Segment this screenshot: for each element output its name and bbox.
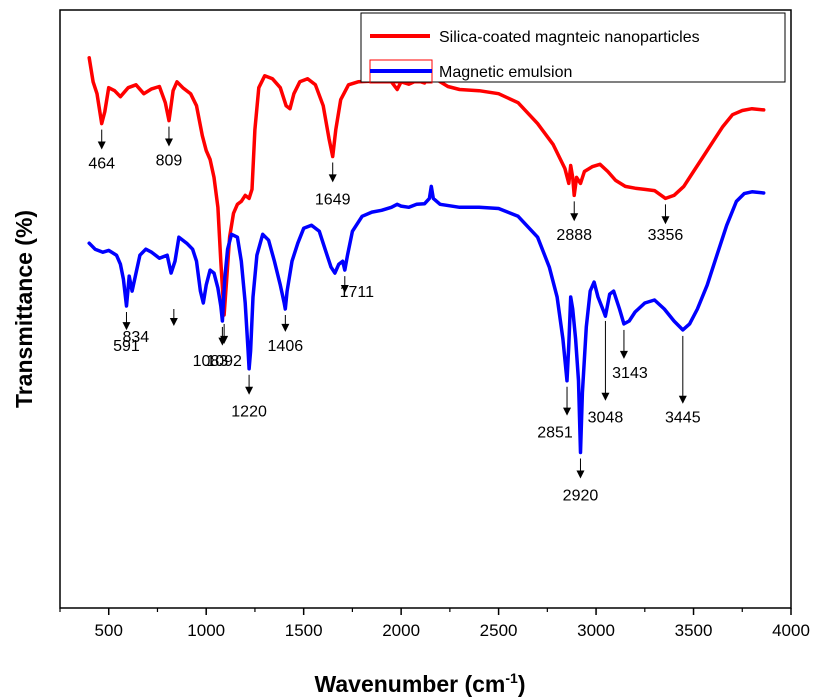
peak-label: 3048 <box>588 410 624 427</box>
peak-arrow-head <box>563 407 572 416</box>
legend: Silica-coated magnteic nanoparticles Mag… <box>360 12 786 84</box>
legend-label-emulsion: Magnetic emulsion <box>439 64 572 81</box>
y-axis-title: Transmittance (%) <box>11 210 37 408</box>
x-tick-label: 2000 <box>382 621 420 640</box>
peak-label: 834 <box>122 329 149 346</box>
peak-arrow-head <box>678 395 687 404</box>
x-tick-label: 1500 <box>285 621 323 640</box>
peak-label: 2888 <box>556 227 592 244</box>
peak-label: 464 <box>88 155 115 172</box>
x-tick-label: 500 <box>95 621 123 640</box>
x-axis-title-close: ) <box>518 671 526 697</box>
peak-label: 1649 <box>315 191 351 208</box>
peak-arrow-head <box>576 470 585 479</box>
peak-arrow-head <box>281 323 290 332</box>
x-tick-label: 4000 <box>772 621 810 640</box>
peak-arrow-head <box>340 285 349 294</box>
peak-label: 1083 <box>193 353 229 370</box>
peak-label: 3143 <box>612 365 648 382</box>
x-tick-label: 1000 <box>187 621 225 640</box>
series-layer <box>87 56 766 455</box>
peak-arrow-head <box>169 317 178 326</box>
peak-arrow-head <box>619 350 628 359</box>
plot-frame <box>59 9 792 609</box>
peak-label: 1220 <box>231 404 267 421</box>
peak-arrow-head <box>245 386 254 395</box>
peak-label: 3445 <box>665 410 701 427</box>
x-axis-title-main: Wavenumber (cm <box>315 671 506 697</box>
peak-arrow-head <box>218 337 227 346</box>
x-axis-title: Wavenumber (cm-1) <box>315 670 526 697</box>
peak-label: 2920 <box>563 487 599 504</box>
peak-label: 2851 <box>537 425 573 442</box>
peak-arrow-head <box>97 141 106 150</box>
legend-label-silica: Silica-coated magnteic nanoparticles <box>439 29 700 46</box>
series-line-2 <box>87 184 766 455</box>
peak-arrow-head <box>328 174 337 183</box>
peak-arrow-head <box>661 216 670 225</box>
peak-label: 591 <box>113 338 140 355</box>
x-axis-title-superscript: -1 <box>505 670 518 686</box>
x-tick-label: 3500 <box>675 621 713 640</box>
peak-label: 1406 <box>268 338 304 355</box>
peak-label: 1092 <box>206 353 242 370</box>
peak-label: 809 <box>156 152 183 169</box>
peak-label: 1711 <box>340 284 375 301</box>
peak-arrow-head <box>601 392 610 401</box>
x-axis: 500 1000 1500 2000 2500 3000 3500 4000 <box>59 608 810 640</box>
peak-arrow-head <box>122 322 131 331</box>
peak-arrow-head <box>164 138 173 147</box>
x-tick-label: 2500 <box>480 621 518 640</box>
peak-label: 3356 <box>648 227 684 244</box>
series-line-1 <box>87 56 766 317</box>
peak-arrow-head <box>570 213 579 222</box>
x-tick-label: 3000 <box>577 621 615 640</box>
